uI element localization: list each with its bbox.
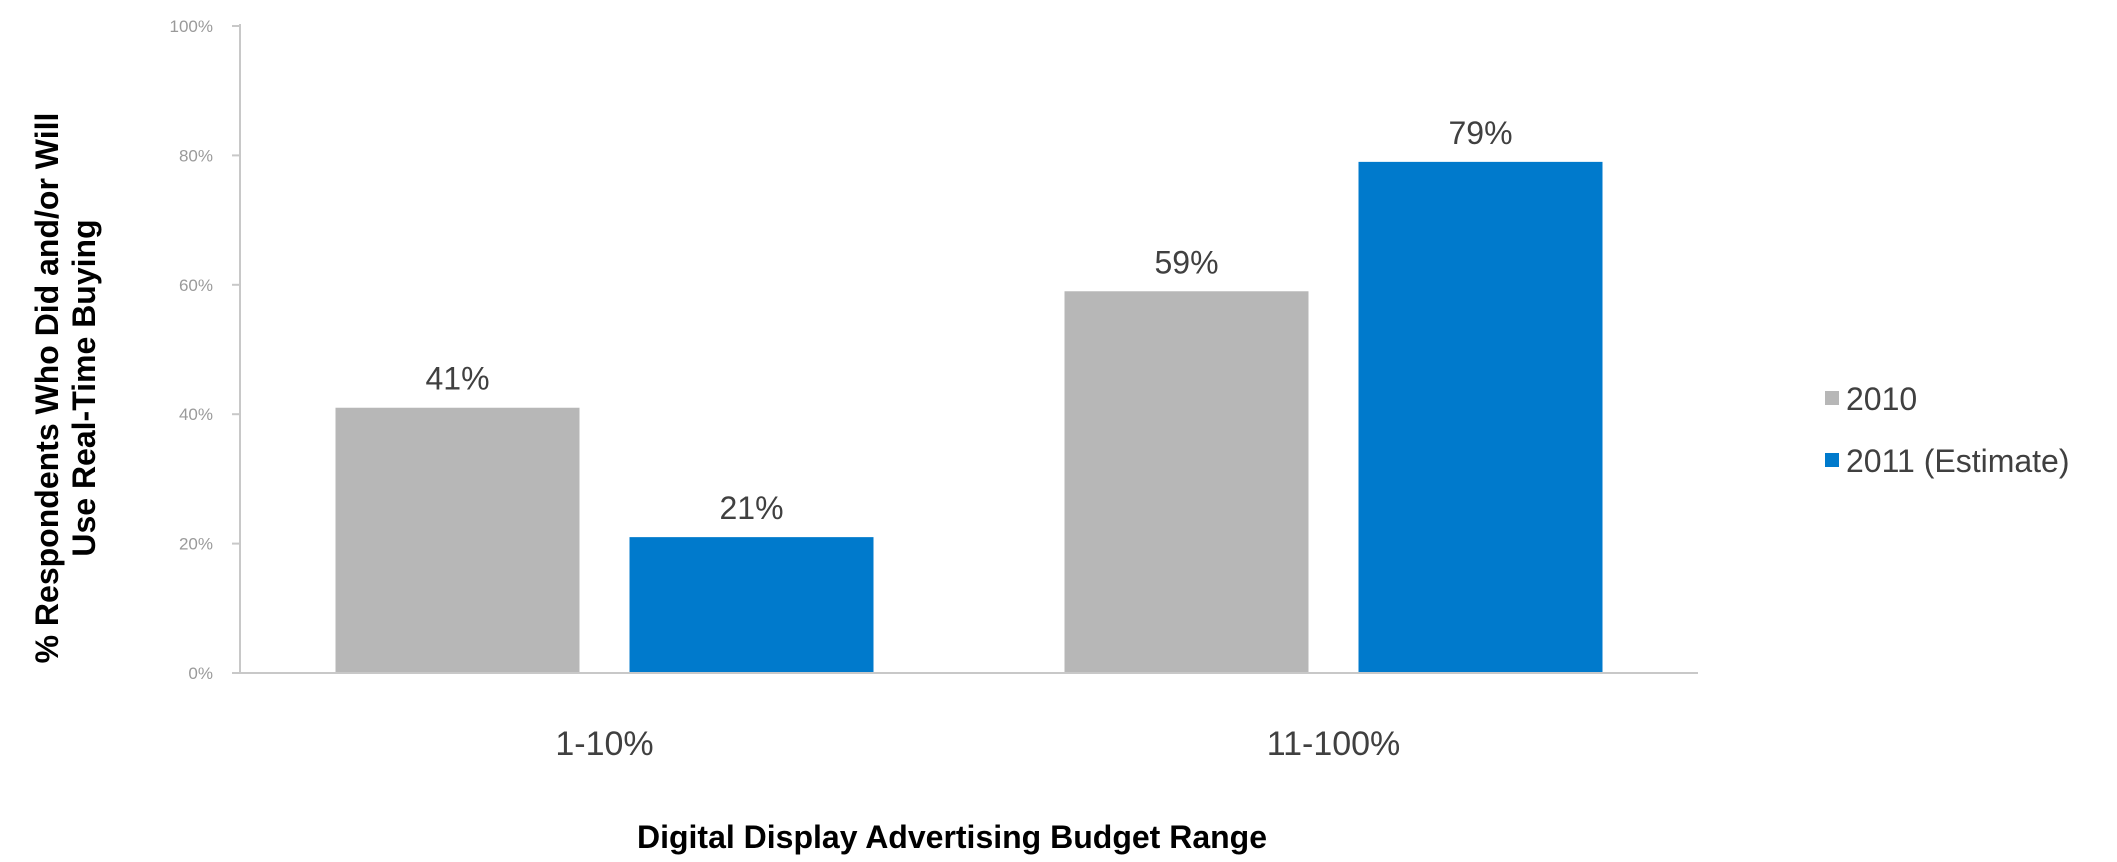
legend: 2010 2011 (Estimate) (1825, 381, 2070, 479)
bar-series-2-2 (1358, 161, 1603, 673)
x-axis-title: Digital Display Advertising Budget Range (637, 819, 1267, 855)
legend-label: 2010 (1846, 381, 1917, 417)
data-labels: 41% 21% 59% 79% (425, 115, 1512, 526)
y-tick-label: 60% (179, 276, 213, 295)
data-label: 41% (425, 361, 489, 397)
bars (335, 161, 1603, 673)
y-axis-title-line-1: % Respondents Who Did and/or Will (29, 113, 65, 664)
y-axis-title: % Respondents Who Did and/or Will Use Re… (29, 113, 102, 664)
legend-swatch (1825, 391, 1839, 405)
x-axis-categories: 1-10% 11-100% (555, 725, 1400, 763)
y-tick-label: 40% (179, 405, 213, 424)
y-axis-title-line-2: Use Real-Time Buying (66, 219, 102, 556)
y-tick-label: 0% (188, 664, 213, 683)
data-label: 21% (719, 490, 783, 526)
bar-series-1-1 (335, 407, 580, 673)
x-category-label: 1-10% (555, 725, 653, 763)
x-category-label: 11-100% (1267, 725, 1401, 763)
y-tick-label: 20% (179, 535, 213, 554)
bar-series-1-2 (1064, 291, 1309, 673)
y-tick-label: 80% (179, 146, 213, 165)
bar-series-2-1 (629, 537, 874, 673)
data-label: 59% (1154, 244, 1218, 280)
y-axis-ticks: 0% 20% 40% 60% 80% 100% (170, 17, 240, 683)
legend-label: 2011 (Estimate) (1846, 443, 2070, 479)
legend-swatch (1825, 453, 1839, 467)
data-label: 79% (1448, 115, 1512, 151)
y-tick-label: 100% (170, 17, 213, 36)
